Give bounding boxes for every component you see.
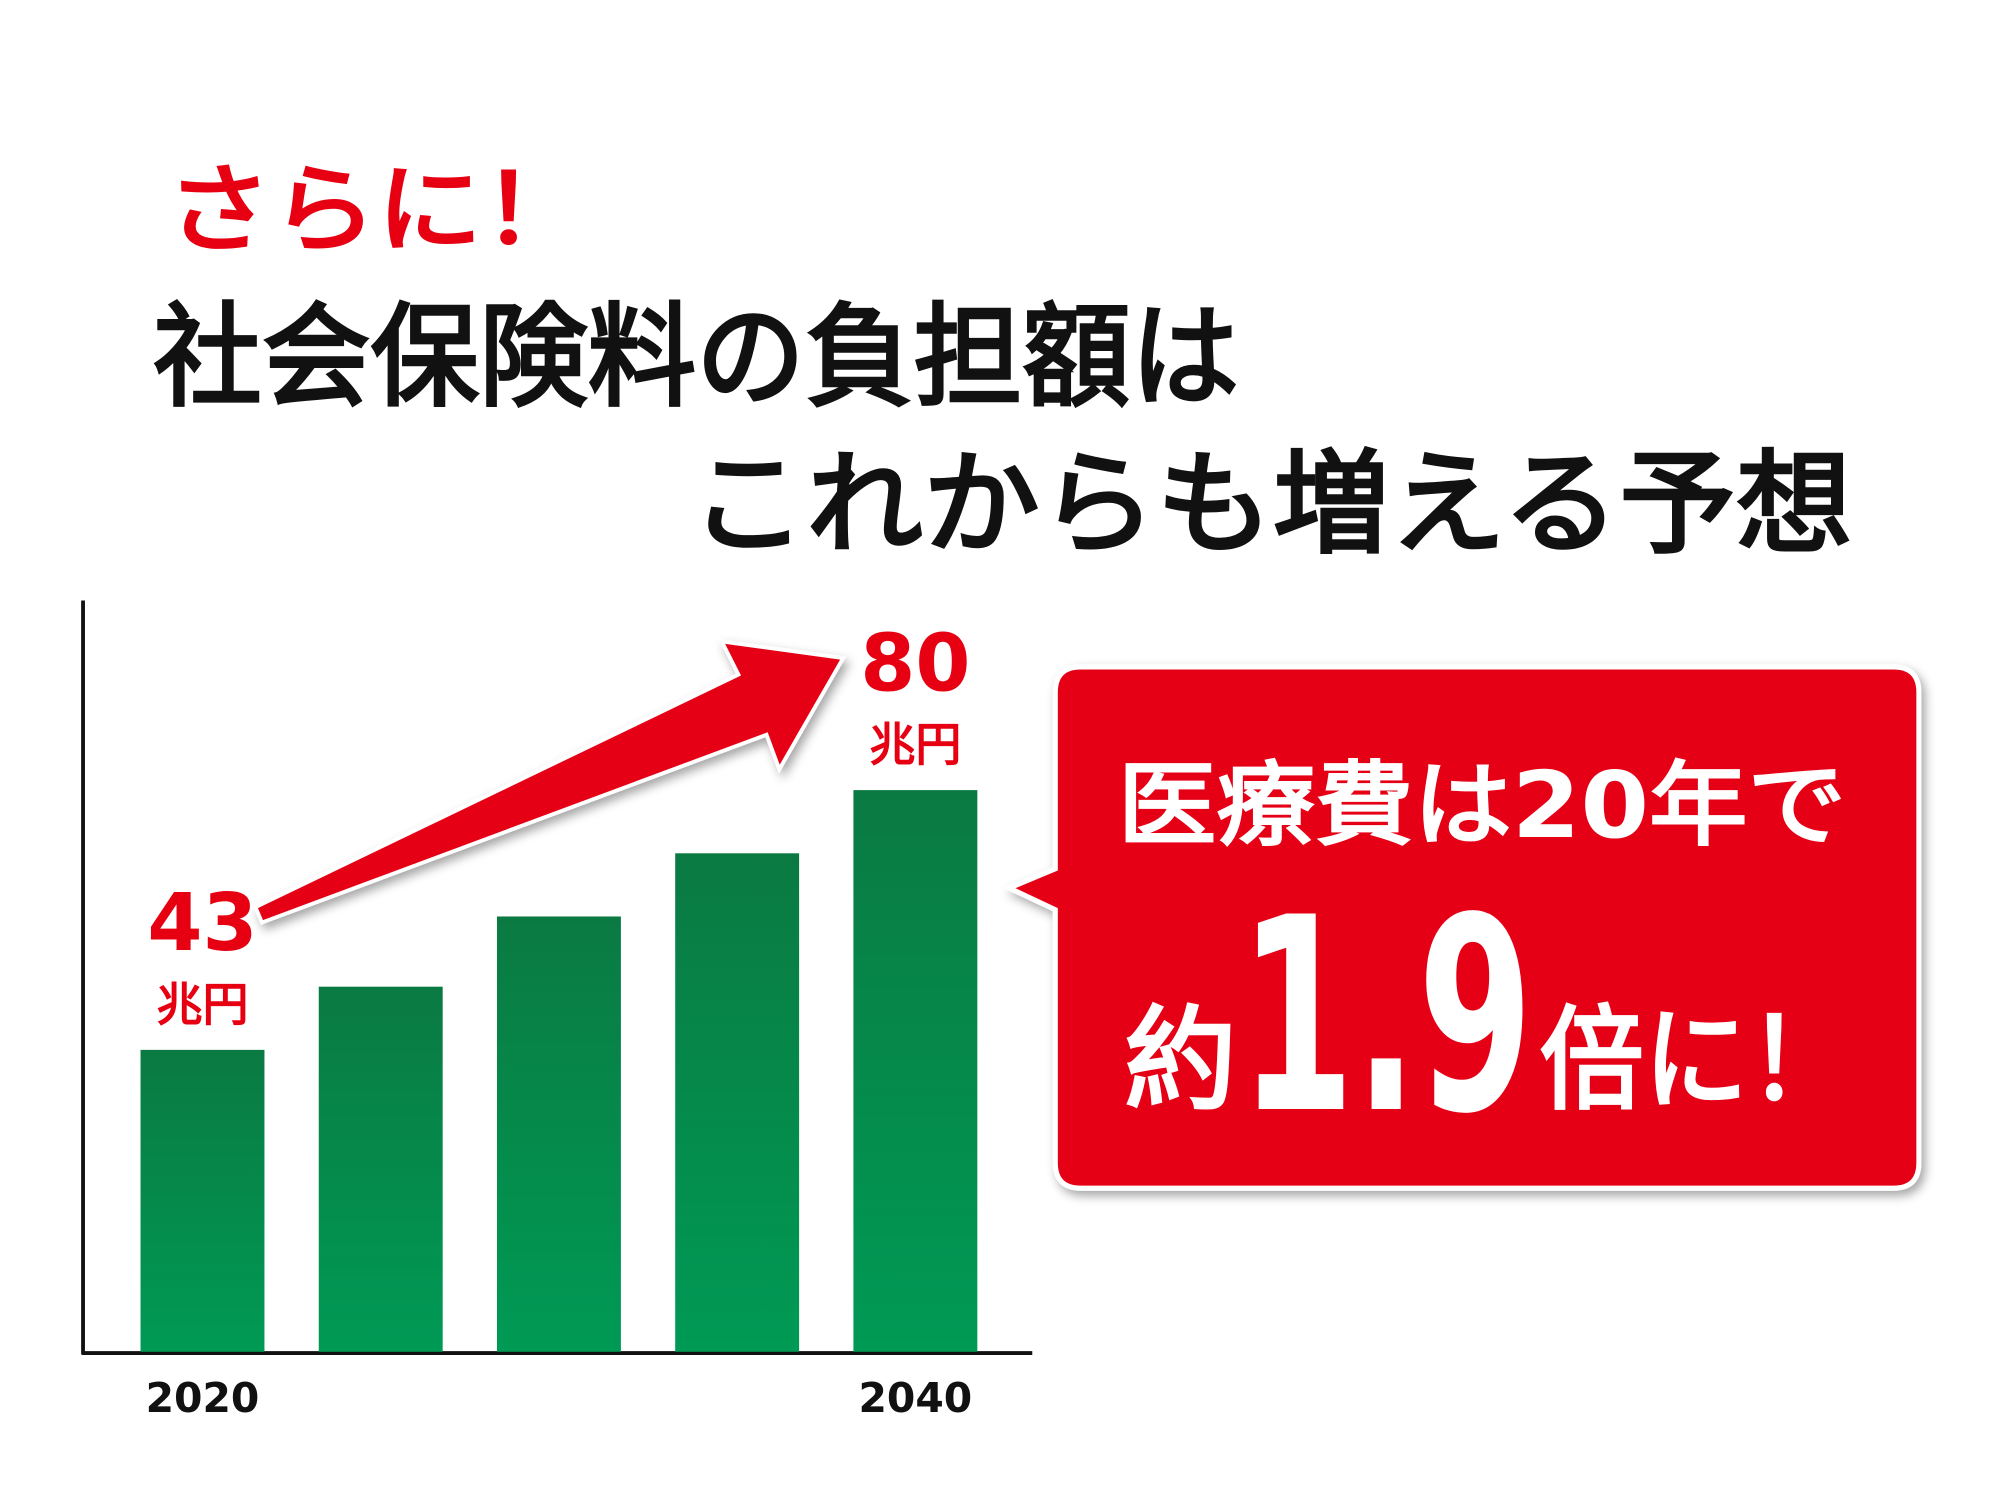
trend-arrow (253, 639, 847, 925)
title-line: これからも増える予想 (690, 439, 1853, 570)
bar (496, 916, 621, 1352)
title-line: さらに！ (166, 154, 588, 266)
callout-box (1002, 664, 1922, 1191)
value-label: 80 (860, 616, 970, 709)
callout-number: 1.9 (1239, 861, 1533, 1173)
value-unit: 兆円 (157, 977, 249, 1031)
value-label: 43 (147, 876, 257, 969)
callout-text: 倍に！ (1539, 995, 1852, 1126)
title-line: 社会保険料の負担額は (153, 292, 1239, 423)
x-tick-label: 2040 (858, 1374, 972, 1422)
callout (1002, 664, 1922, 1191)
value-unit: 兆円 (869, 718, 961, 772)
bar (853, 790, 978, 1352)
bar (675, 853, 800, 1352)
x-tick-label: 2020 (146, 1374, 260, 1422)
callout-text: 約 (1124, 995, 1236, 1126)
bar (140, 1049, 265, 1352)
callout-text: 医療費は20年で (1118, 752, 1846, 859)
bar (318, 986, 443, 1352)
